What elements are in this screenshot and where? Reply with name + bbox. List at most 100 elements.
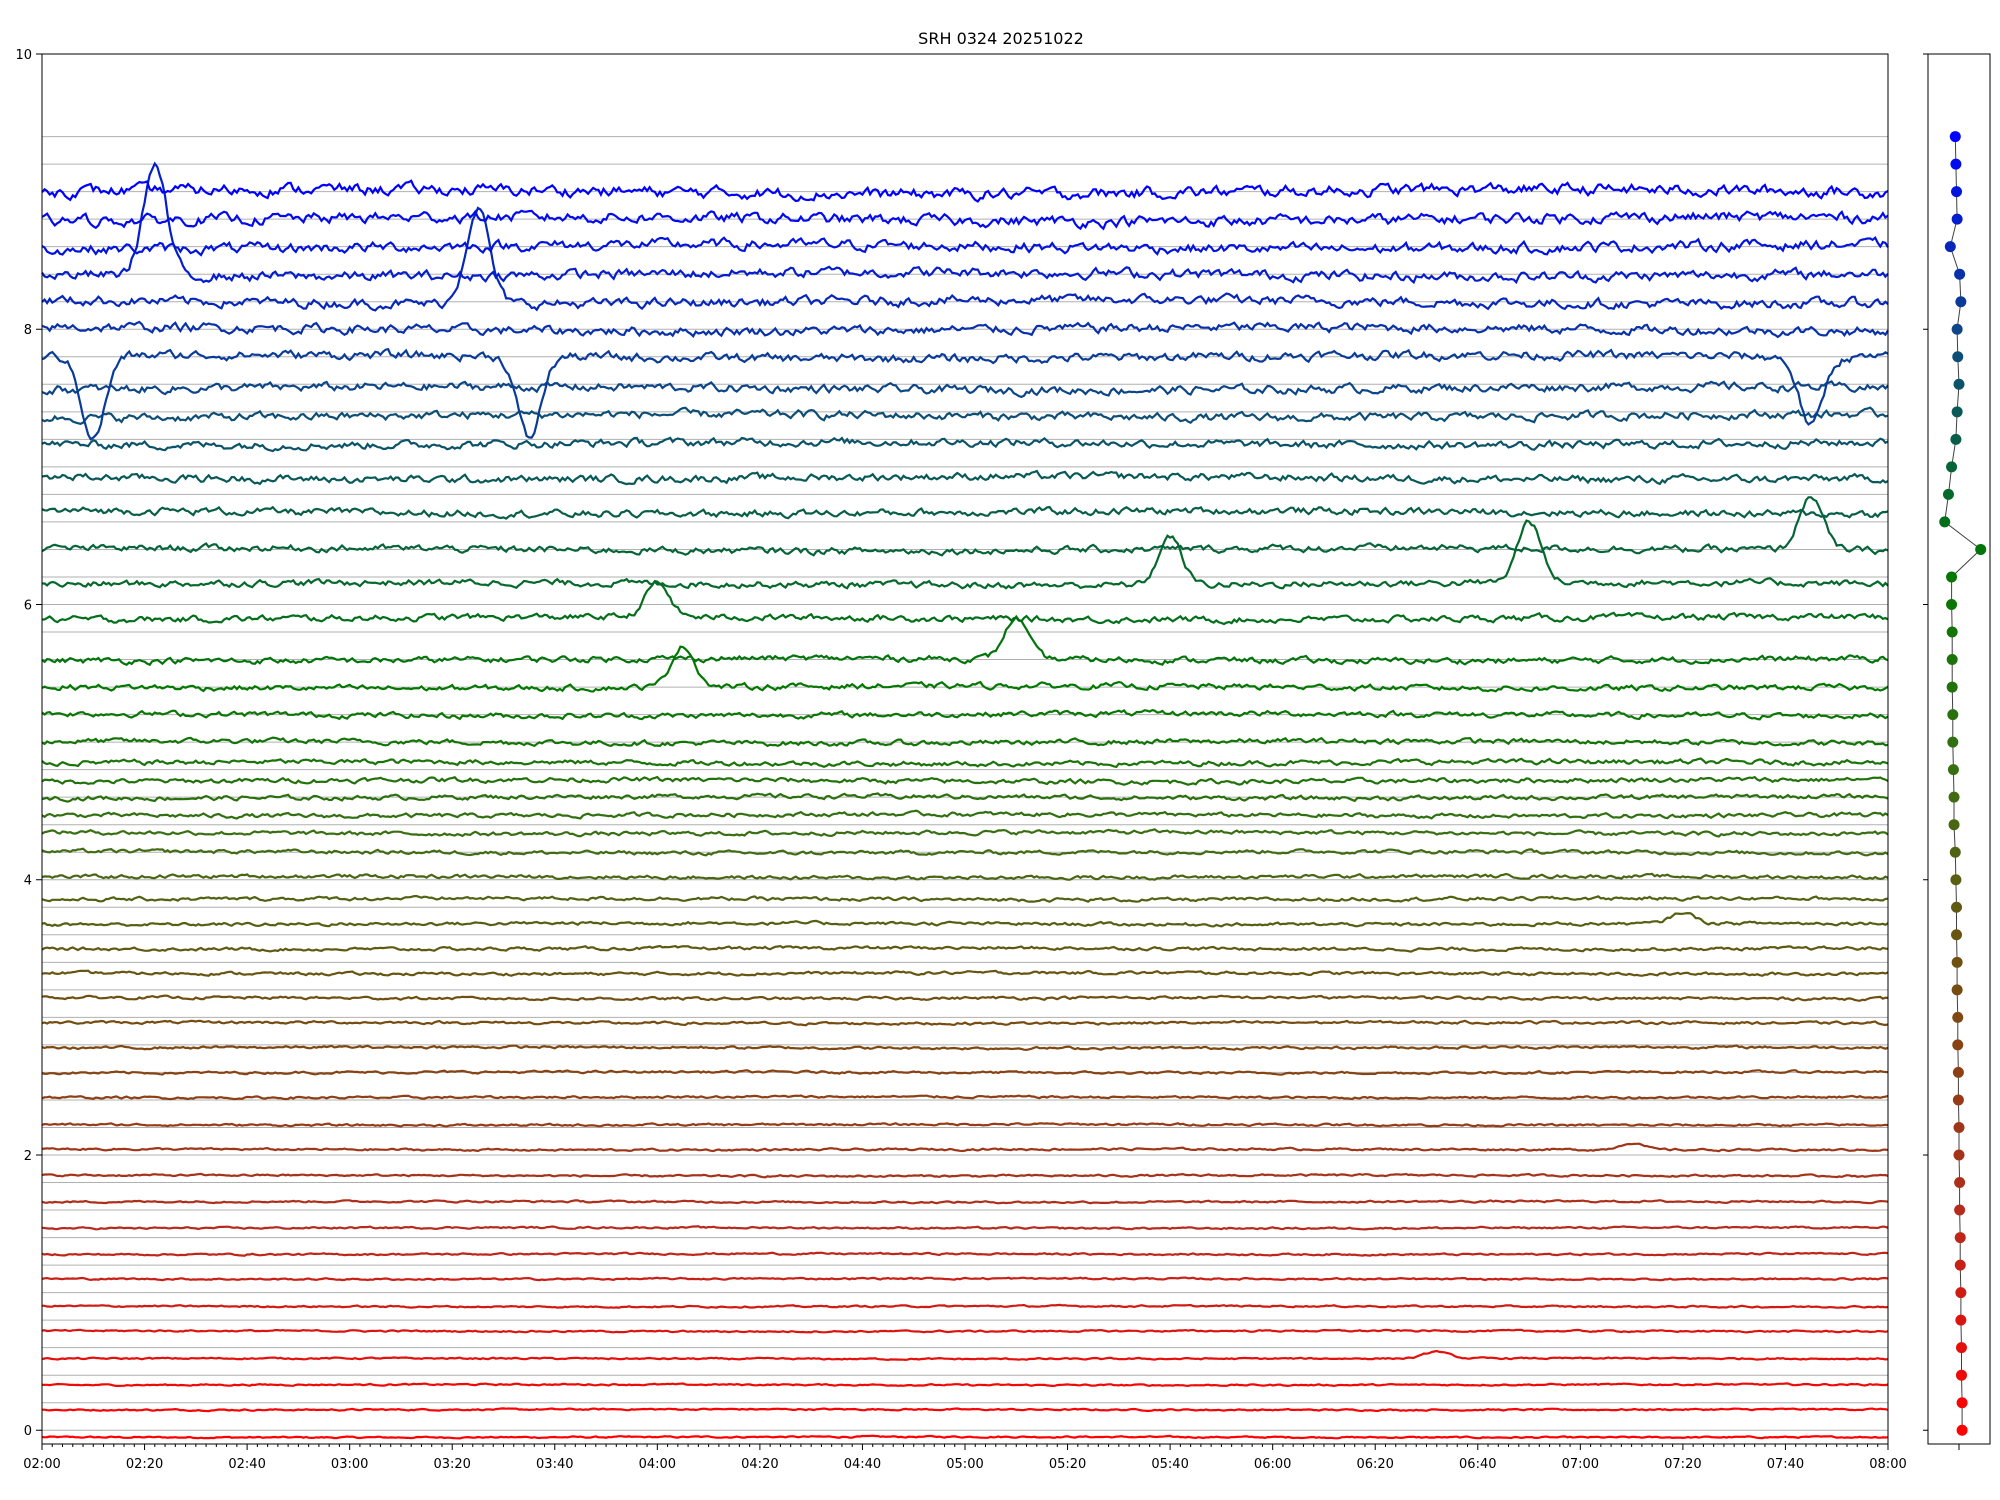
trace-line: [42, 1407, 1889, 1413]
trace-line: [41, 347, 1889, 441]
side-point: [1955, 1369, 1967, 1381]
side-point: [1975, 543, 1987, 555]
side-point: [1949, 846, 1961, 858]
trace-line: [41, 757, 1889, 769]
side-point: [1946, 681, 1958, 693]
x-tick-label: 07:20: [1664, 1457, 1701, 1472]
y-tick-label: 8: [24, 323, 32, 338]
side-point: [1947, 736, 1959, 748]
trace-line: [41, 1251, 1889, 1257]
x-tick-label: 05:00: [946, 1457, 983, 1472]
trace-line: [41, 1382, 1889, 1388]
side-axes: [1923, 53, 1991, 1450]
trace-line: [41, 775, 1889, 786]
side-point: [1951, 984, 1963, 996]
side-point: [1947, 709, 1959, 721]
trace-line: [41, 161, 1889, 285]
trace-line: [41, 736, 1889, 748]
trace-line: [41, 1303, 1889, 1309]
trace-line: [41, 1044, 1889, 1052]
side-point: [1954, 1177, 1966, 1189]
side-point: [1956, 1397, 1968, 1409]
y-tick-label: 10: [15, 48, 32, 63]
side-point: [1948, 791, 1960, 803]
trace-line: [41, 944, 1889, 953]
trace-line: [41, 994, 1889, 1002]
side-point: [1952, 351, 1964, 363]
x-tick-label: 06:00: [1254, 1457, 1291, 1472]
trace-line: [41, 1225, 1889, 1231]
y-tick-label: 4: [24, 874, 32, 889]
trace-line: [41, 969, 1889, 977]
side-point: [1950, 433, 1962, 445]
side-point: [1955, 1287, 1967, 1299]
trace-line: [41, 1019, 1889, 1027]
trace-line: [41, 1122, 1889, 1128]
side-point: [1953, 378, 1965, 390]
x-tick-label: 08:00: [1869, 1457, 1906, 1472]
x-tick-label: 03:00: [331, 1457, 368, 1472]
trace-line: [41, 1142, 1889, 1153]
side-point: [1949, 131, 1961, 143]
trace-line: [41, 320, 1889, 339]
trace-line: [41, 579, 1889, 626]
trace-line: [41, 847, 1889, 857]
trace-line: [41, 469, 1889, 486]
trace-line: [41, 809, 1889, 820]
side-point: [1952, 1066, 1964, 1078]
side-point: [1955, 1314, 1967, 1326]
side-point: [1950, 158, 1962, 170]
chart-title: SRH 0324 20251022: [918, 29, 1084, 48]
trace-line: [41, 1349, 1889, 1362]
main-frame: [41, 53, 1889, 1445]
trace-line: [41, 436, 1889, 453]
trace-line: [41, 894, 1889, 903]
side-point: [1951, 323, 1963, 335]
trace-line: [41, 1199, 1889, 1205]
side-point: [1946, 461, 1958, 473]
trace-line: [41, 235, 1889, 257]
x-tick-label: 05:20: [1049, 1457, 1086, 1472]
side-point: [1951, 929, 1963, 941]
x-tick-label: 04:20: [741, 1457, 778, 1472]
side-point: [1950, 874, 1962, 886]
y-tick-label: 2: [24, 1149, 32, 1164]
x-tick-label: 03:20: [433, 1457, 470, 1472]
trace-line: [42, 519, 1889, 590]
side-point: [1952, 1011, 1964, 1023]
side-point: [1951, 901, 1963, 913]
x-tick-label: 02:20: [126, 1457, 163, 1472]
side-point: [1955, 296, 1967, 308]
trace-line: [41, 1276, 1889, 1282]
side-point: [1946, 598, 1958, 610]
side-point: [1948, 819, 1960, 831]
side-point: [1953, 1149, 1965, 1161]
side-point: [1951, 406, 1963, 418]
x-tick-label: 05:40: [1151, 1457, 1188, 1472]
y-tick-label: 6: [24, 598, 32, 613]
trace-line: [41, 911, 1889, 928]
trace-line: [41, 209, 1889, 231]
side-point: [1946, 654, 1958, 666]
side-point: [1956, 1424, 1968, 1436]
x-tick-label: 07:40: [1767, 1457, 1804, 1472]
x-tick-label: 04:40: [844, 1457, 881, 1472]
x-tick-label: 04:00: [639, 1457, 676, 1472]
x-tick-label: 07:00: [1562, 1457, 1599, 1472]
side-point: [1939, 516, 1951, 528]
trace-line: [41, 1172, 1889, 1179]
x-tick-label: 06:20: [1356, 1457, 1393, 1472]
side-point: [1952, 1094, 1964, 1106]
trace-line: [41, 872, 1889, 881]
side-point: [1947, 764, 1959, 776]
side-point: [1954, 1232, 1966, 1244]
trace-line: [41, 505, 1889, 520]
trace-line: [41, 496, 1889, 557]
trace-line: [41, 1434, 1889, 1440]
x-tick-label: 06:40: [1459, 1457, 1496, 1472]
x-tick-label: 02:40: [228, 1457, 265, 1472]
side-point: [1951, 956, 1963, 968]
trace-line: [41, 1094, 1889, 1101]
trace-line: [41, 1069, 1889, 1076]
side-point: [1944, 241, 1956, 253]
